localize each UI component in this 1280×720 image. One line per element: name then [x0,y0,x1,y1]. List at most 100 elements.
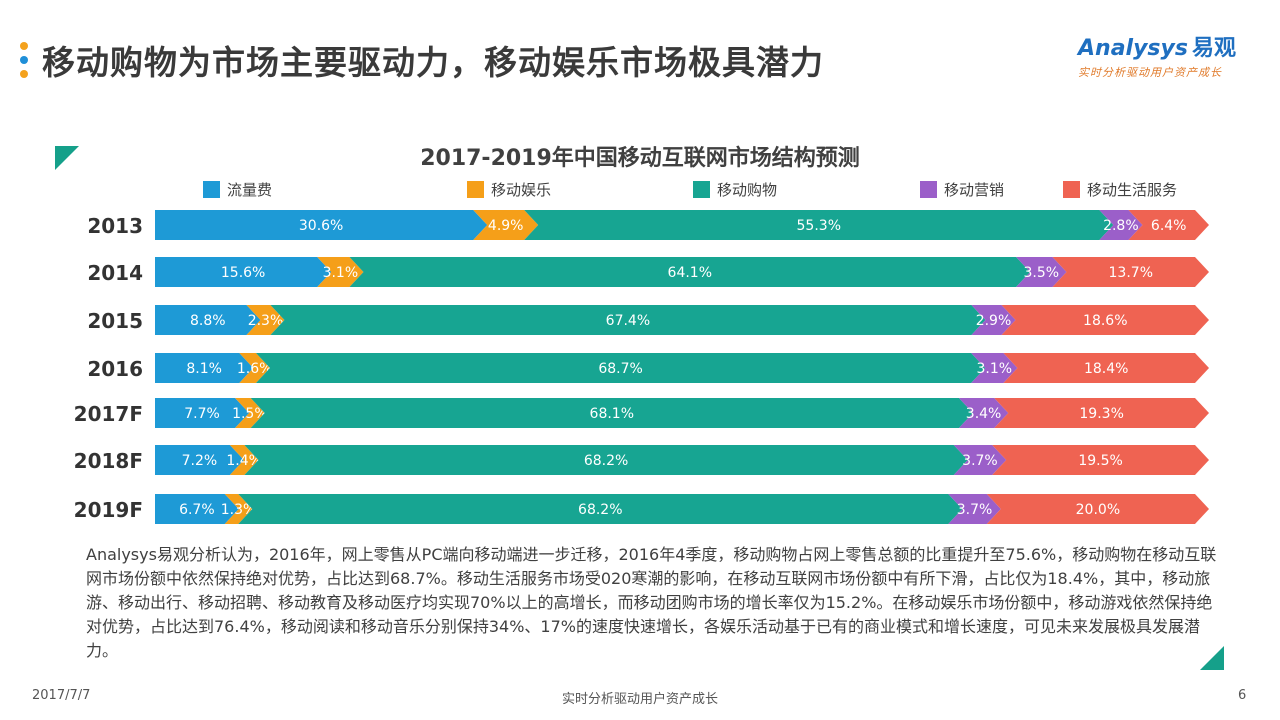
bar-segment [1003,353,1209,383]
data-label: 6.4% [1151,218,1187,234]
bar-segment [229,445,259,475]
bar-segment [986,494,1209,524]
title-bullet-dots [20,42,28,84]
bar-segment [155,494,239,524]
logo-initial: A [1078,36,1096,61]
data-label: 1.3% [221,502,257,518]
bar-segment [349,257,1031,287]
data-label: 18.4% [1084,361,1128,377]
bar-segment [524,210,1114,240]
bar-segment [270,305,986,335]
bar-segment [155,305,261,335]
bar-segment [155,398,250,428]
data-label: 15.6% [221,265,265,281]
bar-segment [155,210,488,240]
analysys-logo: Analysys 易观 实时分析驱动用户资产成长 [1078,30,1268,80]
legend-label: 移动娱乐 [491,181,551,199]
data-label: 3.1% [323,265,359,281]
corner-triangle-decoration [55,146,79,170]
legend-label: 移动购物 [717,181,777,199]
data-label: 19.5% [1078,453,1122,469]
bullet-dot [20,56,28,64]
category-label: 2018F [74,449,143,473]
data-label: 6.7% [179,502,215,518]
bar-segment [238,494,963,524]
bar-segment [1016,257,1067,287]
data-label: 68.1% [590,406,634,422]
page-title: 移动购物为市场主要驱动力，移动娱乐市场极具潜力 [42,43,824,82]
data-label: 3.7% [957,502,993,518]
category-label: 2015 [87,309,143,333]
data-label: 30.6% [299,218,343,234]
bar-segment [155,445,244,475]
data-label: 18.6% [1083,313,1127,329]
category-label: 2017F [74,402,143,426]
bar-segment [235,398,265,428]
data-label: 2.8% [1103,218,1139,234]
data-label: 8.8% [190,313,226,329]
data-label: 1.6% [237,361,273,377]
data-label: 20.0% [1076,502,1120,518]
bar-segment [958,398,1009,428]
bar-segment [1128,210,1209,240]
data-label: 1.5% [232,406,268,422]
corner-triangle-decoration [1200,646,1224,670]
data-label: 8.1% [186,361,222,377]
footer-slogan: 实时分析驱动用户资产成长 [561,692,718,707]
bar-segment [994,398,1209,428]
legend-label: 流量费 [227,181,272,199]
data-label: 3.1% [977,361,1013,377]
category-label: 2016 [87,357,143,381]
bullet-dot [20,70,28,78]
bar-segment [155,257,332,287]
data-label: 3.4% [966,406,1002,422]
data-label: 2.9% [976,313,1012,329]
stacked-bar-chart: 流量费 移动娱乐 移动购物 移动营销 移动生活服务 2013 30.6% 4.9% 55.3% 2… [74,181,1209,524]
data-label: 7.7% [184,406,220,422]
category-label: 2014 [87,261,143,285]
data-label: 68.2% [584,453,628,469]
page-number: 6 [1238,688,1247,703]
bar-segment [992,445,1209,475]
legend-swatch [920,181,937,198]
data-label: 1.4% [226,453,262,469]
data-label: 64.1% [668,265,712,281]
category-label: 2013 [87,214,143,238]
logo-brand: nalysys [1095,36,1188,61]
bar-segment [953,445,1007,475]
data-label: 3.7% [962,453,998,469]
footer-date: 2017/7/7 [32,688,91,703]
bar-segment [244,445,968,475]
logo-brand-cn: 易观 [1191,36,1236,61]
bar-segment [1052,257,1209,287]
data-label: 2.3% [248,313,284,329]
legend-swatch [467,181,484,198]
bar-segment [239,353,270,383]
bar-segment [224,494,253,524]
bar-segment [948,494,1001,524]
data-label: 19.3% [1079,406,1123,422]
bar-segment [1001,305,1209,335]
data-label: 3.5% [1024,265,1060,281]
data-label: 68.2% [578,502,622,518]
legend-swatch [1063,181,1080,198]
data-label: 67.4% [606,313,650,329]
legend-swatch [203,181,220,198]
bar-segment [1099,210,1143,240]
data-label: 68.7% [598,361,642,377]
legend-swatch [693,181,710,198]
bar-segment [155,353,254,383]
data-label: 7.2% [182,453,218,469]
analysis-summary: Analysys易观分析认为，2016年，网上零售从PC端向移动端进一步迁移，2… [86,545,1217,660]
bullet-dot [20,42,28,50]
bar-segment [250,398,973,428]
data-label: 55.3% [797,218,841,234]
data-label: 13.7% [1109,265,1153,281]
legend-label: 移动生活服务 [1087,181,1177,199]
category-label: 2019F [74,498,143,522]
bar-segment [255,353,986,383]
bar-segment [317,257,364,287]
legend-label: 移动营销 [944,181,1004,199]
logo-wordmark: Analysys 易观 [1078,30,1268,62]
bar-segment [246,305,285,335]
